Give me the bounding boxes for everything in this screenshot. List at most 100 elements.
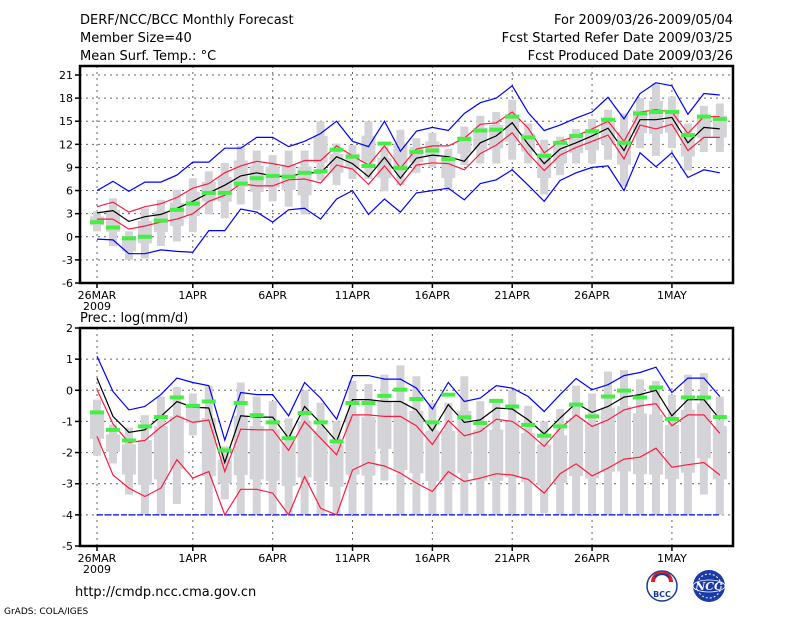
ensemble-box [105, 434, 120, 452]
mean-line [96, 377, 721, 465]
marker-dash [377, 141, 392, 146]
ensemble-box [696, 403, 711, 459]
started-date: Fcst Started Refer Date 2009/03/25 [502, 31, 733, 46]
svg-text:NCC: NCC [694, 580, 723, 593]
ensemble-box [585, 423, 600, 479]
x-tick-label: 26APR [574, 289, 610, 302]
period-label: For 2009/03/26-2009/05/04 [554, 13, 733, 28]
marker-dash [489, 127, 504, 132]
marker-dash [489, 398, 504, 403]
ensemble-box [377, 401, 392, 449]
y-tick-label: 6 [66, 185, 73, 198]
marker-dash [249, 413, 264, 418]
marker-dash [585, 129, 600, 134]
ensemble-box [489, 429, 504, 481]
marker-dash [90, 410, 104, 415]
marker-dash [648, 109, 663, 114]
ensemble-box [393, 143, 408, 169]
marker-dash [153, 415, 168, 420]
marker-dash [505, 404, 520, 409]
ensemble-box [377, 157, 392, 178]
y-tick-label: -3 [62, 254, 73, 267]
x-tick-label: 1MAY [657, 552, 687, 565]
x-tick-label: 1APR [178, 552, 207, 565]
marker-dash [137, 424, 152, 429]
marker-dash [345, 401, 360, 406]
x-tick-label: 11APR [335, 289, 371, 302]
y-tick-label: 21 [59, 69, 73, 82]
y-tick-label: 3 [66, 208, 73, 221]
marker-dash [601, 117, 616, 122]
ensemble-box [265, 429, 280, 481]
ensemble-box [680, 409, 695, 473]
ensemble-box [553, 435, 568, 484]
ensemble-box [249, 426, 264, 480]
x-tick-label: 26MAR [78, 552, 117, 565]
x-tick-label: 6APR [258, 289, 287, 302]
y-tick-label: -4 [62, 509, 73, 522]
ensemble-box [648, 101, 663, 134]
marker-dash [297, 170, 312, 175]
marker-dash [313, 169, 328, 174]
ensemble-box [680, 135, 695, 157]
x-tick-label: 11APR [335, 552, 371, 565]
marker-dash [281, 436, 296, 441]
ensemble-box [297, 166, 312, 196]
marker-dash [169, 207, 184, 212]
ensemble-box [569, 417, 584, 477]
marker-dash [361, 163, 376, 168]
marker-dash [505, 114, 520, 119]
marker-dash [361, 401, 376, 406]
ensemble-box [217, 176, 232, 202]
ensemble-box [441, 159, 456, 179]
x-tick-label: 6APR [258, 552, 287, 565]
marker-dash [521, 135, 536, 140]
x-tick-label: 16APR [414, 289, 450, 302]
ensemble-box [664, 424, 679, 479]
marker-dash [664, 416, 679, 421]
y-tick-label: -6 [62, 277, 73, 290]
marker-dash [601, 394, 616, 399]
marker-dash [153, 218, 168, 223]
marker-dash [121, 236, 136, 241]
ensemble-box [393, 402, 408, 471]
marker-dash [457, 415, 472, 420]
marker-dash [90, 220, 104, 225]
ensemble-box [473, 127, 488, 150]
marker-dash [393, 387, 408, 392]
marker-dash [441, 156, 456, 161]
x-tick-label: 1APR [178, 289, 207, 302]
marker-dash [680, 395, 695, 400]
marker-dash [249, 176, 264, 181]
y-tick-label: -1 [62, 415, 73, 428]
ensemble-box [185, 403, 200, 423]
marker-dash [233, 401, 248, 406]
ensemble-box [153, 426, 168, 480]
y-tick-label: 0 [66, 384, 73, 397]
marker-dash [680, 133, 695, 138]
lower-spread-line [97, 123, 720, 230]
ensemble-box [617, 406, 632, 472]
ensemble-box [648, 414, 663, 475]
member-size: Member Size=40 [80, 31, 192, 46]
website-url[interactable]: http://cmdp.ncc.cma.gov.cn [75, 585, 256, 600]
y-tick-label: 0 [66, 231, 73, 244]
x-tick-label: 1MAY [657, 289, 687, 302]
y-tick-label: -2 [62, 447, 73, 460]
marker-dash [185, 403, 200, 408]
marker-dash [537, 153, 552, 158]
marker-dash [617, 388, 632, 393]
produced-date: Fcst Produced Date 2009/03/26 [528, 49, 733, 64]
temperature-panel: -6 -3 0 3 6 9 12 15 18 21 26MAR 1APR 6APR 11APR 16APR 2… [59, 64, 735, 313]
marker-dash [297, 411, 312, 416]
marker-dash [473, 420, 488, 425]
marker-dash [425, 420, 440, 425]
marker-dash [265, 173, 280, 178]
variable-label: Mean Surf. Temp.: °C [80, 49, 216, 64]
marker-dash [425, 148, 440, 153]
marker-dash [712, 415, 727, 420]
x-tick-label: 26MAR [78, 289, 117, 302]
ensemble-box [297, 421, 312, 478]
marker-dash [281, 174, 296, 179]
marker-dash [457, 136, 472, 141]
